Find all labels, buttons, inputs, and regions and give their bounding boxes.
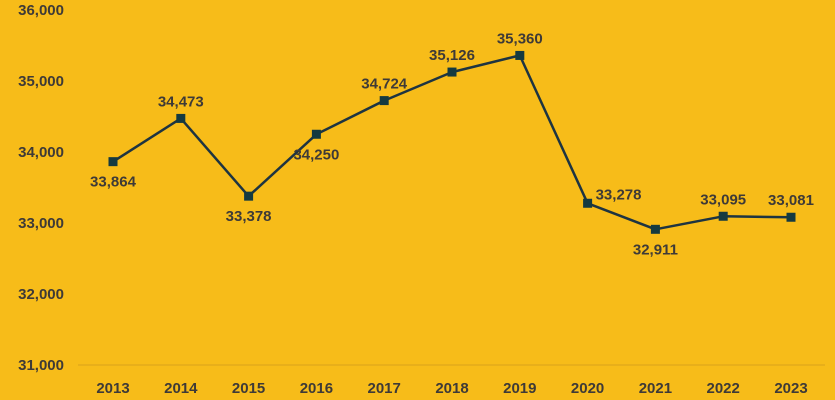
data-point-marker <box>515 50 525 60</box>
data-point-marker <box>583 198 593 208</box>
x-tick-label: 2023 <box>774 380 807 397</box>
y-tick-label: 33,000 <box>18 215 64 232</box>
x-tick-label: 2018 <box>435 380 468 397</box>
data-label: 34,724 <box>361 76 408 93</box>
data-label: 32,911 <box>633 241 678 258</box>
x-tick-label: 2015 <box>232 380 265 397</box>
x-tick-label: 2017 <box>368 380 401 397</box>
data-point-marker <box>718 211 728 221</box>
y-tick-label: 34,000 <box>18 144 64 161</box>
data-label: 35,360 <box>497 30 543 47</box>
data-point-marker <box>108 157 118 167</box>
data-label: 34,250 <box>293 146 339 163</box>
y-tick-label: 31,000 <box>18 357 64 374</box>
data-point-marker <box>650 224 660 234</box>
data-point-marker <box>379 96 389 106</box>
series-line <box>112 54 792 231</box>
x-tick-label: 2014 <box>164 380 198 397</box>
data-point-marker <box>176 113 186 123</box>
data-labels: 33,864 34,473 33,378 34,250 34,724 35,126 35,3… <box>90 30 814 258</box>
data-label: 33,278 <box>596 186 642 203</box>
data-point-marker <box>244 191 254 201</box>
x-tick-label: 2020 <box>571 380 604 397</box>
data-label: 33,095 <box>700 191 746 208</box>
x-tick-label: 2016 <box>300 380 333 397</box>
data-label: 35,126 <box>429 47 475 64</box>
y-tick-label: 35,000 <box>18 73 64 90</box>
x-tick-label: 2013 <box>96 380 129 397</box>
data-point-marker <box>786 212 796 222</box>
y-tick-label: 32,000 <box>18 286 64 303</box>
data-label: 33,081 <box>768 192 814 209</box>
data-point-marker <box>311 129 321 139</box>
x-tick-label: 2022 <box>707 380 740 397</box>
x-tick-label: 2019 <box>503 380 536 397</box>
data-label: 34,473 <box>158 93 204 110</box>
x-tick-label: 2021 <box>639 380 672 397</box>
data-point-marker <box>447 67 457 77</box>
data-label: 33,864 <box>90 174 137 191</box>
data-label: 33,378 <box>226 208 272 225</box>
markers <box>108 50 796 234</box>
y-axis: 31,000 32,000 33,000 34,000 35,000 36,000 <box>18 2 64 374</box>
x-axis: 2013 2014 2015 2016 2017 2018 2019 2020 2021 2022… <box>96 380 807 397</box>
y-tick-label: 36,000 <box>18 2 64 19</box>
